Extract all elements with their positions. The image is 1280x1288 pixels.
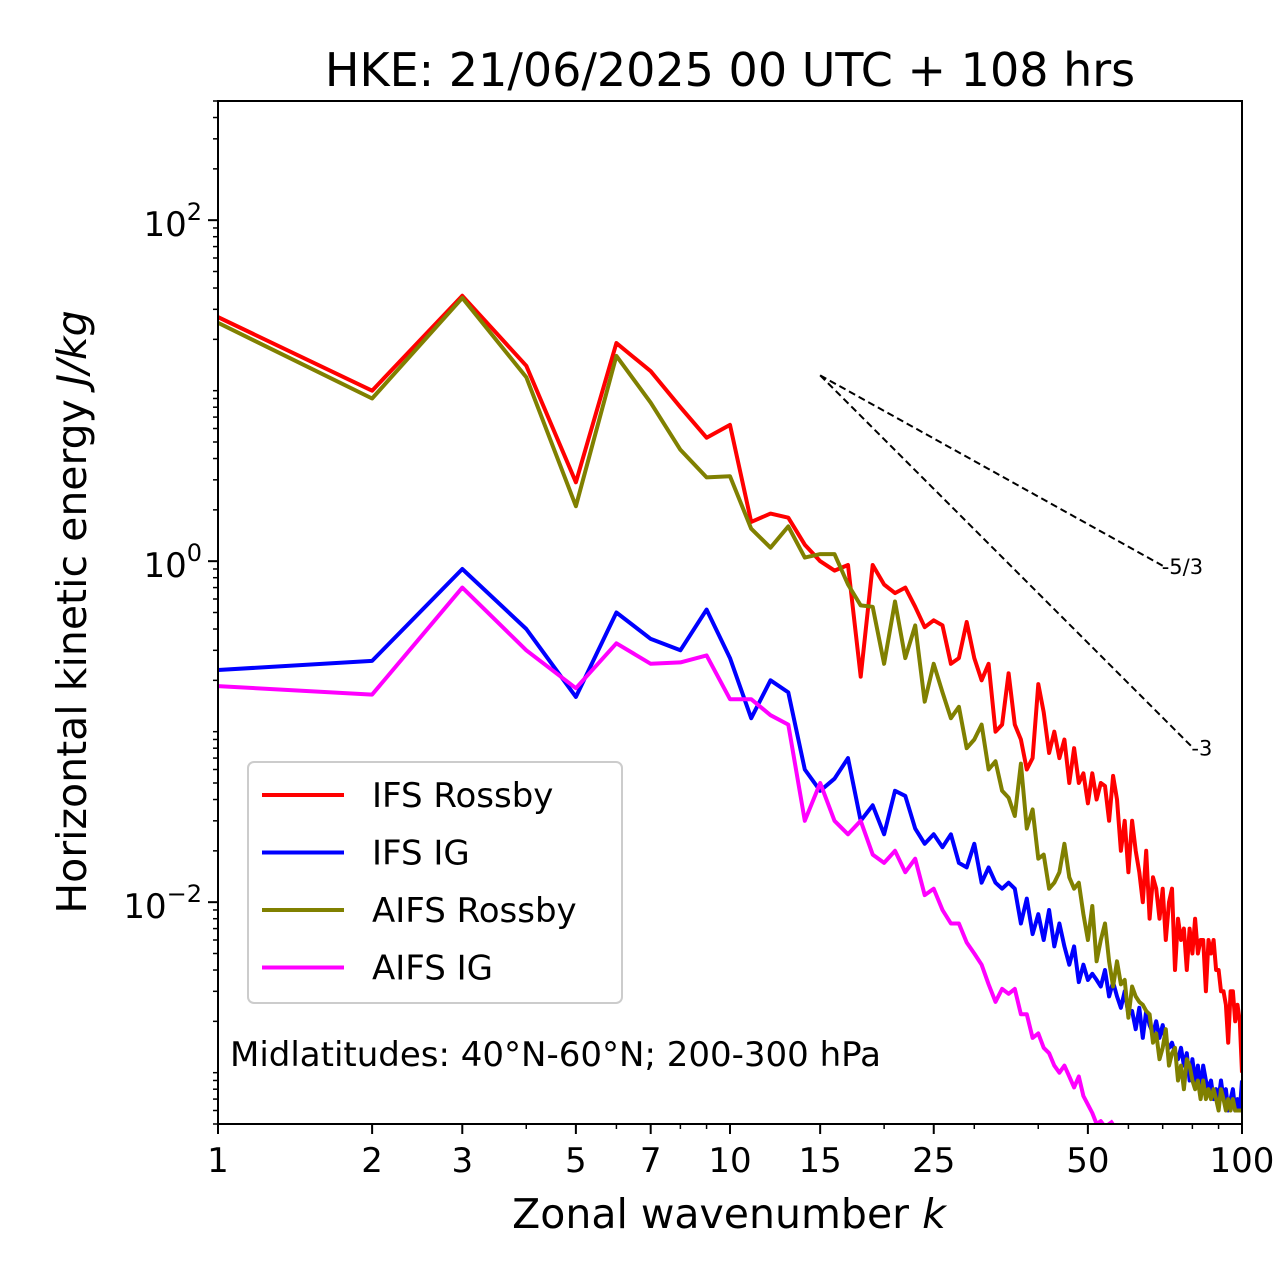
x-tick-label-5: 5 <box>565 1141 587 1181</box>
y-axis-label-unit: J/kg <box>48 310 96 393</box>
y-tick-exponent: −2 <box>167 880 202 908</box>
reference-label-slope-3: -3 <box>1191 736 1212 760</box>
y-tick-base: 10 <box>143 546 186 586</box>
series-line-aifs-ig <box>218 585 1115 1124</box>
x-tick-label-15: 15 <box>799 1141 842 1181</box>
legend: IFS Rossby IFS IG AIFS Rossby AIFS IG <box>247 761 623 1004</box>
y-tick-exponent: 0 <box>187 539 202 567</box>
series-layer <box>218 293 1242 1124</box>
x-tick-label-1: 1 <box>207 1141 229 1181</box>
series-line-ifs-ig <box>218 567 1242 1113</box>
legend-label-aifs-rossby: AIFS Rossby <box>372 891 577 931</box>
x-axis-label: Zonal wavenumber k <box>512 1190 948 1238</box>
x-axis-label-text: Zonal wavenumber <box>512 1190 909 1238</box>
y-tick-base: 10 <box>143 205 186 245</box>
legend-box <box>247 761 623 1004</box>
x-axis: 1 2 3 5 7 10 15 25 50 100 <box>207 1124 1274 1181</box>
y-axis-label: Horizontal kinetic energy J/kg <box>48 310 96 913</box>
reference-slope-lines: -5/3 -3 <box>819 374 1212 760</box>
y-tick-label-1: 100 <box>143 539 202 586</box>
series-line-aifs-rossby <box>218 295 1242 1113</box>
y-tick-label-0: 10−2 <box>123 880 202 927</box>
chart-title: HKE: 21/06/2025 00 UTC + 108 hrs <box>325 43 1135 97</box>
x-tick-label-50: 50 <box>1066 1141 1109 1181</box>
reference-label-slope-5-over-3: -5/3 <box>1162 555 1203 579</box>
x-tick-label-10: 10 <box>708 1141 751 1181</box>
y-tick-label-2: 102 <box>143 198 202 245</box>
x-tick-label-25: 25 <box>912 1141 955 1181</box>
x-axis-label-var: k <box>922 1190 948 1238</box>
y-axis-label-text: Horizontal kinetic energy <box>48 399 96 914</box>
region-annotation: Midlatitudes: 40°N-60°N; 200-300 hPa <box>230 1035 881 1075</box>
y-tick-exponent: 2 <box>187 198 202 226</box>
y-tick-base: 10 <box>123 887 166 927</box>
x-tick-label-2: 2 <box>361 1141 383 1181</box>
legend-items: IFS Rossby IFS IG AIFS Rossby AIFS IG <box>262 776 577 989</box>
x-tick-label-3: 3 <box>451 1141 473 1181</box>
series-line-ifs-rossby <box>218 293 1242 1073</box>
legend-label-ifs-ig: IFS IG <box>372 834 470 874</box>
x-tick-label-100: 100 <box>1210 1141 1275 1181</box>
x-tick-label-7: 7 <box>640 1141 662 1181</box>
legend-label-aifs-ig: AIFS IG <box>372 949 493 989</box>
legend-label-ifs-rossby: IFS Rossby <box>372 776 553 816</box>
